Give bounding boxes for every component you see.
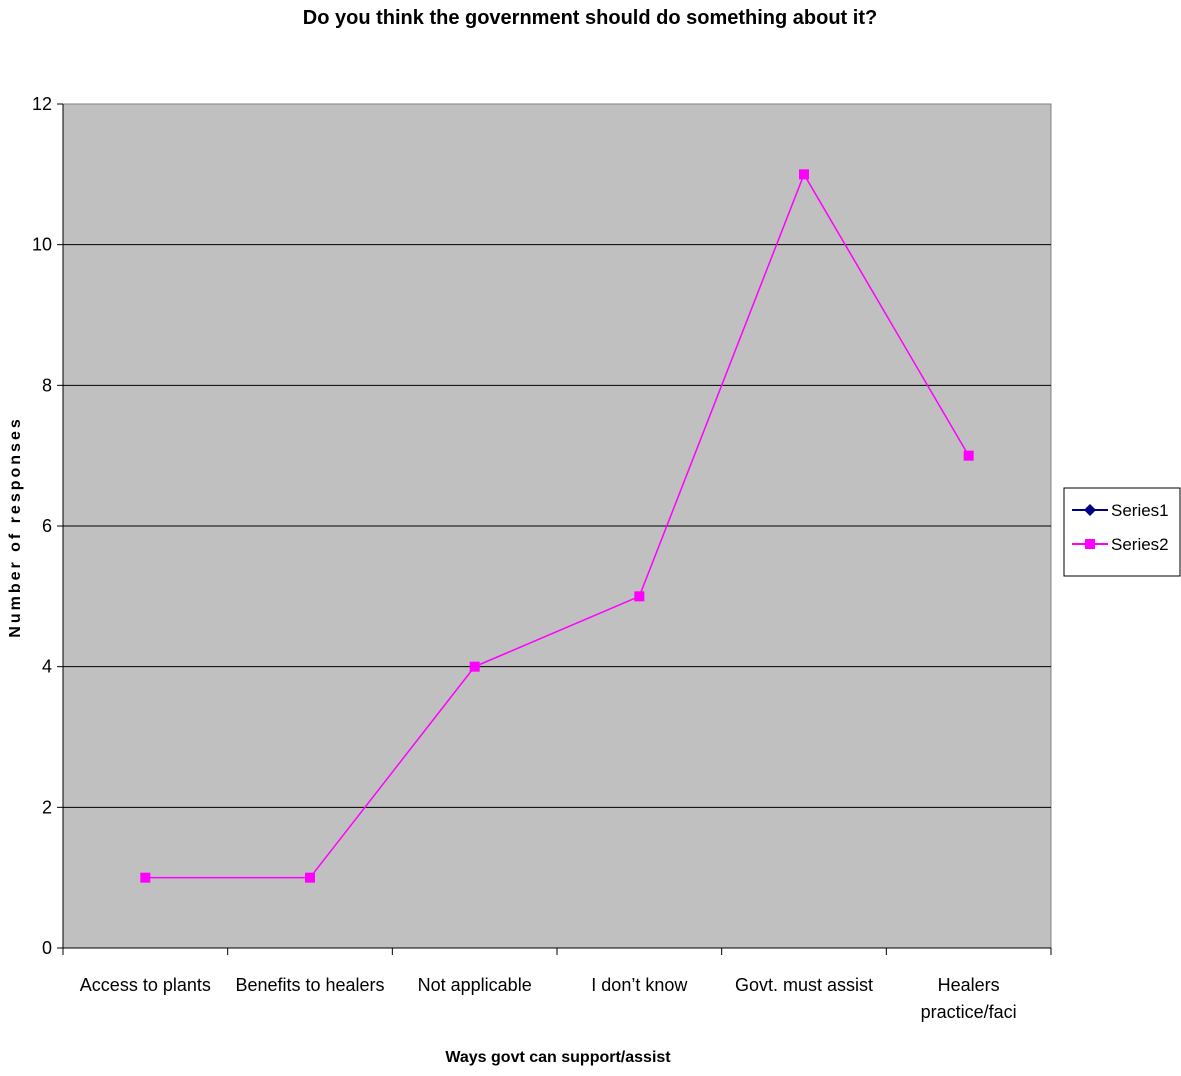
data-point: [140, 872, 151, 883]
legend-label: Series2: [1111, 535, 1169, 554]
y-tick-label: 2: [42, 797, 52, 817]
grid-lines: [63, 244, 1051, 808]
x-axis: Access to plants Benefits to healers Not a…: [62, 947, 1052, 1022]
legend-marker: [1085, 539, 1095, 549]
x-tick-label: Benefits to healers: [235, 975, 384, 995]
chart-title: Do you think the government should do so…: [303, 7, 877, 29]
legend-marker: [1084, 504, 1096, 516]
legend-label: Series1: [1111, 501, 1169, 520]
x-tick-label: practice/faci: [921, 1002, 1017, 1022]
x-tick-label: Not applicable: [418, 975, 532, 995]
x-tick-label: Healers: [938, 975, 1000, 995]
y-tick-label: 8: [42, 375, 52, 395]
x-tick-label: Govt. must assist: [735, 975, 873, 995]
series-line: [145, 172, 970, 879]
y-tick-label: 12: [32, 94, 52, 114]
data-point: [469, 661, 480, 672]
series-group: [140, 169, 974, 883]
y-axis: 0 2 4 6 8 10 12: [32, 94, 64, 958]
data-point: [963, 450, 974, 461]
x-axis-title: Ways govt can support/assist: [445, 1049, 671, 1066]
legend-item: Series1: [1072, 501, 1169, 520]
data-point: [305, 872, 315, 883]
data-point: [799, 169, 809, 180]
legend: Series1 Series2: [1063, 487, 1181, 577]
legend-box: [1063, 487, 1181, 577]
y-tick-label: 10: [32, 235, 52, 255]
y-tick-label: 6: [42, 516, 52, 536]
series-2: [140, 169, 974, 883]
x-tick-label: I don’t know: [591, 975, 688, 995]
y-tick-label: 0: [42, 938, 52, 958]
y-tick-label: 4: [42, 657, 52, 677]
legend-item: Series2: [1072, 535, 1169, 554]
x-tick-label: Access to plants: [80, 975, 211, 995]
y-axis-title: Number of responses: [7, 416, 24, 637]
data-point: [634, 591, 645, 602]
